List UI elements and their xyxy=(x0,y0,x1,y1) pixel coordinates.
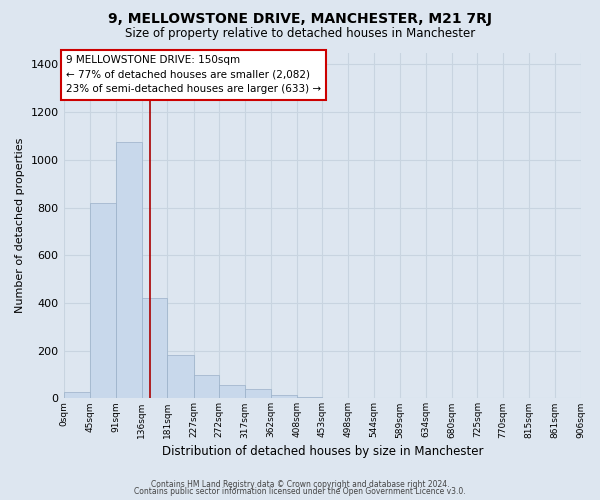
Bar xyxy=(219,386,245,398)
Bar xyxy=(167,356,194,399)
Bar xyxy=(245,389,271,398)
Bar xyxy=(64,392,90,398)
Bar xyxy=(271,395,297,398)
Bar xyxy=(116,142,142,399)
Text: Contains public sector information licensed under the Open Government Licence v3: Contains public sector information licen… xyxy=(134,488,466,496)
Bar xyxy=(142,298,167,398)
Bar xyxy=(194,374,219,398)
Y-axis label: Number of detached properties: Number of detached properties xyxy=(15,138,25,313)
Bar xyxy=(90,203,116,398)
Text: 9, MELLOWSTONE DRIVE, MANCHESTER, M21 7RJ: 9, MELLOWSTONE DRIVE, MANCHESTER, M21 7R… xyxy=(108,12,492,26)
Bar xyxy=(297,397,322,398)
Text: 9 MELLOWSTONE DRIVE: 150sqm
← 77% of detached houses are smaller (2,082)
23% of : 9 MELLOWSTONE DRIVE: 150sqm ← 77% of det… xyxy=(66,55,321,94)
Text: Size of property relative to detached houses in Manchester: Size of property relative to detached ho… xyxy=(125,28,475,40)
Text: Contains HM Land Registry data © Crown copyright and database right 2024.: Contains HM Land Registry data © Crown c… xyxy=(151,480,449,489)
X-axis label: Distribution of detached houses by size in Manchester: Distribution of detached houses by size … xyxy=(161,444,483,458)
